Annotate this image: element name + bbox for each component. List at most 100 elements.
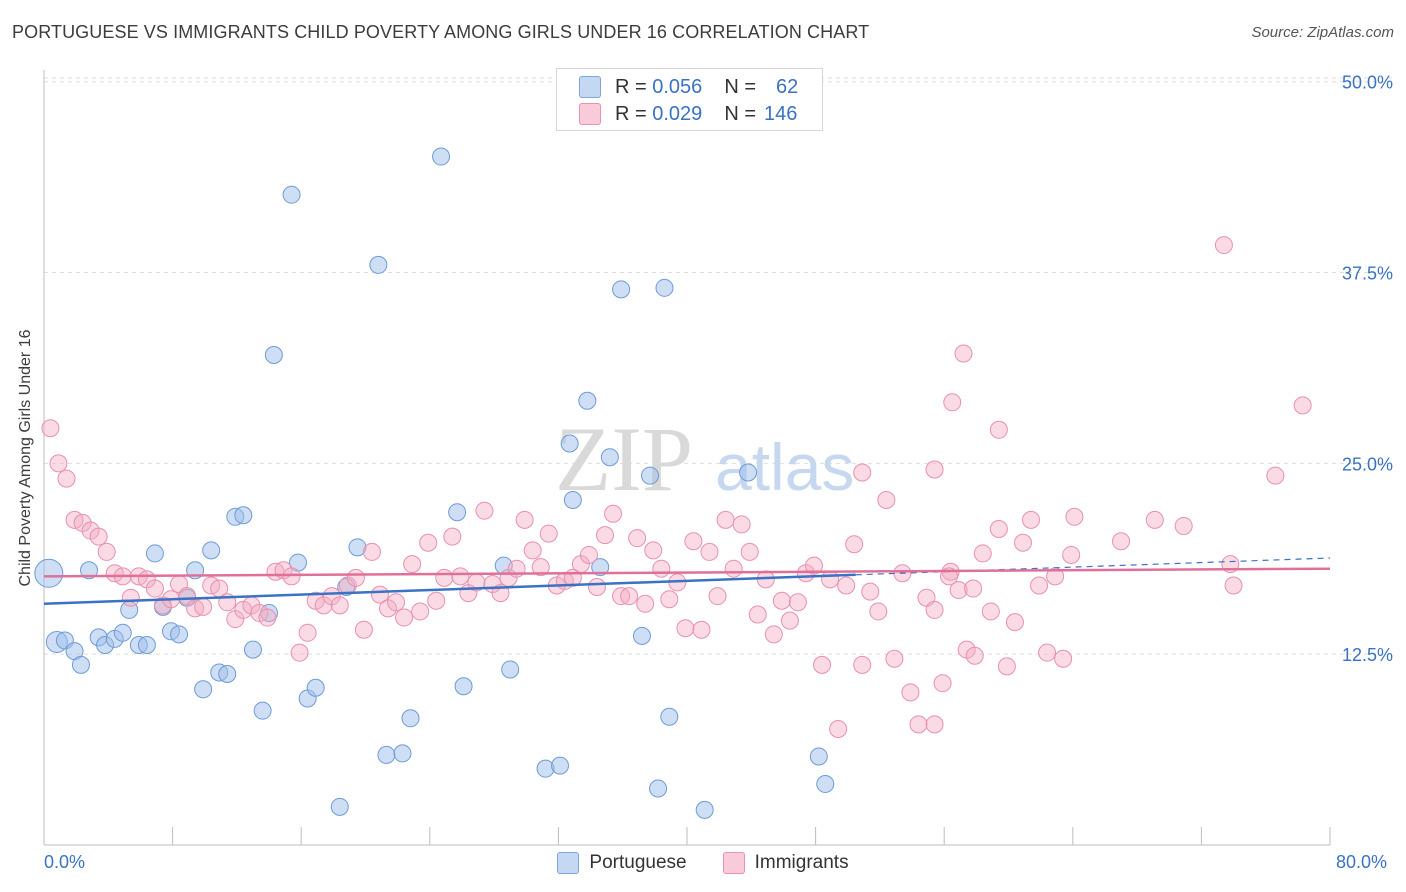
immigrants-point (933, 674, 952, 693)
legend-n-value-portuguese: 62 (776, 75, 799, 98)
immigrants-point (531, 558, 550, 577)
immigrants-point (981, 602, 1000, 621)
immigrants-point (1038, 643, 1057, 662)
immigrants-point (877, 491, 896, 510)
immigrants-point (1145, 510, 1164, 529)
series-label-immigrants: Immigrants (754, 852, 849, 873)
portuguese-point (306, 678, 325, 697)
portuguese-point (369, 255, 388, 274)
portuguese-point (348, 538, 367, 557)
y-tick-labels: 12.5% 25.0% 37.5% 50.0% (1342, 73, 1393, 665)
immigrants-point (652, 559, 671, 578)
series-swatch-portuguese (557, 852, 580, 874)
immigrants-point (145, 579, 164, 598)
immigrants-point (901, 683, 920, 702)
immigrants-point (997, 657, 1016, 676)
immigrants-point (684, 532, 703, 551)
immigrants-point (764, 625, 783, 644)
immigrants-point (121, 588, 140, 607)
series-legend: Portuguese Immigrants (0, 852, 1406, 874)
immigrants-point (724, 559, 743, 578)
legend-r-value-immigrants: 0.029 (652, 102, 703, 125)
series-swatch-immigrants (722, 852, 745, 874)
portuguese-point (243, 640, 262, 659)
immigrants-point (587, 578, 606, 597)
immigrants-point (692, 620, 711, 639)
watermark-atlas: atlas (715, 430, 854, 504)
immigrants-point (943, 393, 962, 412)
immigrants-point (435, 568, 454, 587)
immigrants-point (989, 520, 1008, 539)
immigrants-point (1030, 576, 1049, 595)
immigrants-point (925, 600, 944, 619)
immigrants-point (1065, 507, 1084, 526)
immigrants-point (845, 535, 864, 554)
portuguese-point (578, 391, 597, 410)
immigrants-point (1224, 576, 1243, 595)
portuguese-point (454, 677, 473, 696)
immigrants-point (1054, 649, 1073, 668)
immigrants-point (258, 608, 277, 627)
immigrants-point (954, 344, 973, 363)
legend-row-immigrants: R = 0.029 N = 146 (579, 102, 797, 126)
immigrants-point (708, 587, 727, 606)
immigrants-point (604, 504, 623, 523)
immigrants-point (515, 510, 534, 529)
portuguese-point (816, 774, 835, 793)
portuguese-points (34, 147, 835, 819)
portuguese-point (393, 744, 412, 763)
immigrants-point (740, 542, 759, 561)
portuguese-point (282, 185, 301, 204)
immigrants-point (539, 524, 558, 543)
immigrants-point (620, 587, 639, 606)
immigrants-trendline (43, 567, 1331, 578)
portuguese-point (649, 779, 668, 798)
immigrants-point (964, 579, 983, 598)
portuguese-point (612, 280, 631, 299)
immigrants-point (788, 593, 807, 612)
portuguese-point (563, 491, 582, 510)
immigrants-point (973, 544, 992, 563)
immigrants-point (716, 510, 735, 529)
immigrants-point (772, 591, 791, 610)
legend-r-label: R = (615, 102, 647, 125)
immigrants-point (194, 597, 213, 616)
portuguese-point (695, 800, 714, 819)
immigrants-point (1266, 466, 1285, 485)
source-label: Source: ZipAtlas.com (1251, 24, 1394, 41)
immigrants-point (403, 555, 422, 574)
stats-legend: R = 0.056 N = 62 R = 0.029 N = 146 (556, 68, 823, 131)
immigrants-point (837, 576, 856, 595)
immigrants-point (628, 529, 647, 548)
immigrants-point (387, 593, 406, 612)
immigrants-point (419, 533, 438, 552)
legend-row-portuguese: R = 0.056 N = 62 (579, 75, 798, 99)
portuguese-point (34, 558, 64, 588)
immigrants-point (354, 620, 373, 639)
series-legend-portuguese[interactable]: Portuguese (557, 852, 687, 874)
immigrants-point (1214, 236, 1233, 255)
legend-swatch-immigrants (579, 103, 601, 125)
portuguese-point (218, 665, 237, 684)
immigrants-point (925, 715, 944, 734)
portuguese-point (264, 345, 283, 364)
portuguese-point (551, 756, 570, 775)
immigrants-point (949, 581, 968, 600)
immigrants-point (925, 460, 944, 479)
chart-title: PORTUGUESE VS IMMIGRANTS CHILD POVERTY A… (12, 22, 870, 42)
immigrants-point (748, 605, 767, 624)
immigrants-point (346, 568, 365, 587)
portuguese-point (401, 709, 420, 728)
legend-swatch-portuguese (579, 76, 601, 98)
immigrants-point (1112, 532, 1131, 551)
immigrants-point (853, 463, 872, 482)
immigrants-point (813, 655, 832, 674)
portuguese-point (194, 680, 213, 699)
immigrants-point (451, 567, 470, 586)
immigrants-point (829, 719, 848, 738)
immigrants-point (885, 649, 904, 668)
immigrants-point (298, 623, 317, 642)
series-legend-immigrants[interactable]: Immigrants (722, 852, 849, 874)
axes (43, 70, 1331, 846)
